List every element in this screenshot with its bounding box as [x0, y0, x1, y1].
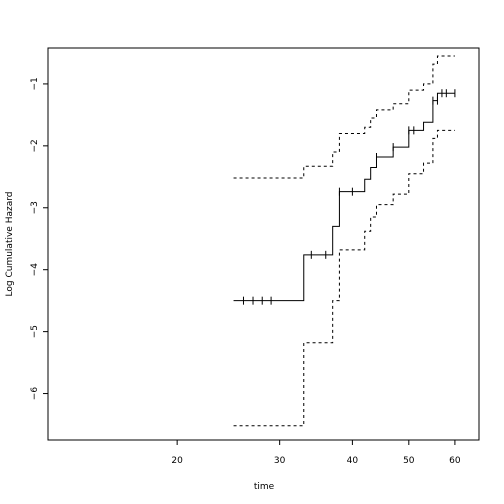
x-axis-label: time — [254, 482, 275, 492]
x-tick-label: 50 — [403, 456, 415, 466]
y-axis: −1 −2 −3 −4 −5 −6 — [30, 77, 48, 400]
x-tick-label: 30 — [274, 456, 286, 466]
y-tick-label: −4 — [30, 263, 40, 277]
series-lines — [233, 55, 455, 427]
y-tick-label: −5 — [30, 325, 40, 338]
x-tick-label: 40 — [347, 456, 359, 466]
x-tick-label: 60 — [449, 456, 461, 466]
y-tick-label: −1 — [30, 77, 40, 90]
y-tick-label: −3 — [30, 201, 40, 214]
confidence-bound-line — [233, 129, 455, 427]
plot-frame — [47, 47, 480, 441]
confidence-bound-line — [233, 55, 455, 179]
survival-estimate-line — [233, 92, 455, 302]
y-tick-label: −6 — [30, 387, 40, 401]
censor-marks — [242, 89, 456, 305]
x-axis: 20 30 40 50 60 — [171, 440, 461, 466]
x-tick-label: 20 — [171, 456, 183, 466]
y-tick-label: −2 — [30, 139, 40, 152]
y-axis-label: Log Cumulative Hazard — [5, 192, 15, 297]
